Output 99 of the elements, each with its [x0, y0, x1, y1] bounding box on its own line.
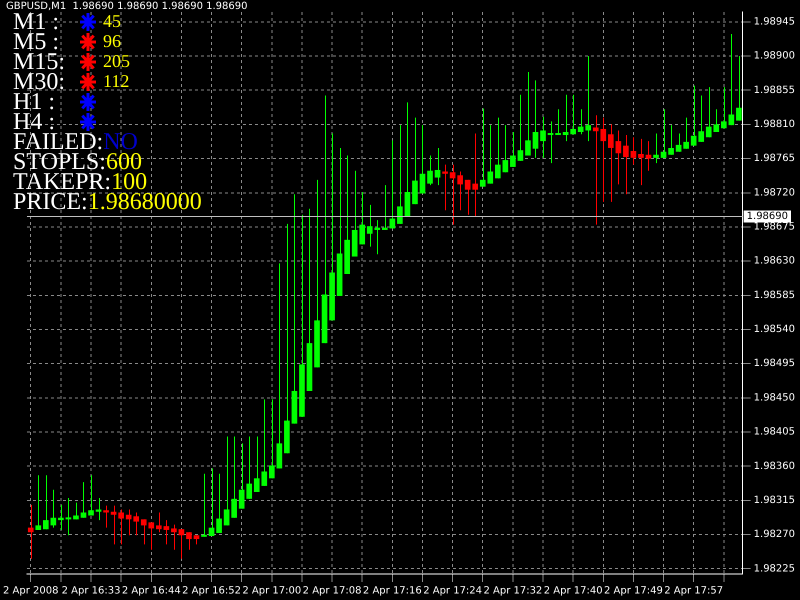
candlestick	[133, 512, 140, 536]
annotation: PRICE:	[13, 189, 88, 215]
annotation: 112	[103, 71, 130, 91]
candlestick	[397, 124, 403, 224]
candlestick	[518, 94, 524, 162]
y-tick-label: 1.98720	[754, 187, 796, 198]
candlestick	[382, 184, 388, 230]
annotation: 96	[103, 31, 121, 51]
candlestick	[698, 95, 704, 142]
candlestick	[246, 436, 252, 500]
candlestick	[268, 398, 275, 479]
x-tick-label: 2 Apr 16:52	[182, 586, 241, 597]
annotation: 205	[103, 51, 130, 71]
candlestick	[254, 436, 260, 492]
candlestick	[103, 505, 109, 528]
y-tick-label: 1.98450	[754, 392, 796, 404]
x-tick-label: 2 Apr 16:33	[62, 586, 120, 597]
ref-line-label: 1.98690	[746, 211, 788, 222]
annotation: 45	[103, 11, 121, 31]
candlestick	[720, 86, 727, 129]
y-tick-label: 1.98630	[754, 256, 796, 267]
y-tick-label: 1.98585	[754, 290, 796, 301]
candlestick	[728, 34, 734, 126]
x-tick-label: 2 Apr 17:40	[544, 586, 603, 597]
candlestick	[148, 522, 154, 550]
candlestick	[28, 504, 34, 560]
y-tick-label: 1.98270	[754, 529, 796, 540]
x-tick-label: 2 Apr 17:08	[302, 586, 362, 597]
candlestick	[713, 108, 720, 132]
candlestick	[171, 524, 177, 550]
x-tick-label: 2 Apr 17:49	[604, 586, 663, 597]
candlestick	[502, 124, 508, 173]
candlestick	[487, 124, 494, 184]
x-tick-label: 2 Apr 17:24	[423, 586, 482, 597]
candlestick	[706, 86, 712, 138]
candlestick	[261, 398, 268, 486]
candlestick	[42, 474, 49, 530]
candlestick	[464, 179, 471, 216]
x-tick-label: 2 Apr 16:44	[122, 586, 181, 597]
candlestick	[178, 528, 184, 560]
y-tick-label: 1.98765	[754, 153, 796, 164]
candlestick	[472, 133, 478, 218]
candlestick	[126, 508, 132, 536]
candlestick	[359, 191, 366, 245]
chart-title: GBPUSD,M1 1.98690 1.98690 1.98690 1.98690	[6, 1, 248, 12]
candlestick	[555, 108, 561, 136]
candlestick	[35, 474, 42, 530]
candlestick	[608, 124, 614, 202]
candlestick	[224, 436, 230, 526]
candlestick	[623, 134, 629, 195]
y-tick-label: 1.98945	[754, 16, 796, 28]
candlestick	[366, 204, 373, 248]
candlestick	[164, 520, 170, 545]
x-tick-label: 2 Apr 2008	[3, 586, 58, 597]
y-tick-label: 1.98855	[754, 84, 796, 96]
candlestick	[238, 442, 245, 510]
candlestick	[630, 136, 636, 166]
y-tick-label: 1.98540	[754, 324, 796, 336]
candlestick	[442, 164, 448, 211]
candlestick	[216, 473, 222, 534]
candlestick	[390, 140, 396, 229]
candlestick	[118, 508, 124, 545]
candlestick	[231, 436, 237, 518]
candlestick	[592, 114, 599, 226]
candlestick	[616, 130, 622, 185]
candlestick	[600, 117, 606, 202]
candlestick	[562, 94, 568, 142]
candlestick	[578, 108, 584, 135]
candlestick	[676, 133, 682, 152]
x-tick-label: 2 Apr 17:00	[242, 586, 302, 597]
y-tick-label: 1.98360	[754, 460, 796, 472]
candlestick	[736, 56, 742, 122]
y-tick-label: 1.98225	[754, 563, 796, 574]
y-tick-label: 1.98315	[754, 494, 796, 506]
x-tick-label: 2 Apr 17:32	[483, 586, 542, 597]
candlestick	[683, 117, 689, 150]
candlestick	[480, 108, 486, 188]
y-tick-label: 1.98900	[754, 50, 796, 62]
candlestick	[66, 498, 72, 536]
annotation: 1.98680000	[88, 189, 202, 215]
candlestick	[450, 164, 456, 226]
candlestick	[140, 518, 147, 545]
candlestick	[50, 489, 56, 528]
candlestick	[156, 512, 162, 533]
candlestick	[110, 505, 116, 545]
x-tick-label: 2 Apr 17:57	[664, 586, 724, 597]
candlestick	[457, 170, 463, 211]
y-tick-label: 1.98405	[754, 426, 796, 438]
candlestick	[510, 131, 516, 168]
candlestick	[585, 56, 592, 142]
candlestick	[494, 117, 501, 179]
candlestick	[374, 220, 380, 255]
y-tick-label: 1.98675	[754, 222, 796, 233]
candlestick	[668, 124, 674, 156]
y-tick-label: 1.98495	[754, 358, 796, 370]
candlestick	[690, 85, 697, 146]
candlestick	[570, 94, 576, 135]
y-tick-label: 1.98810	[754, 118, 796, 130]
x-tick-label: 2 Apr 17:16	[362, 586, 422, 597]
